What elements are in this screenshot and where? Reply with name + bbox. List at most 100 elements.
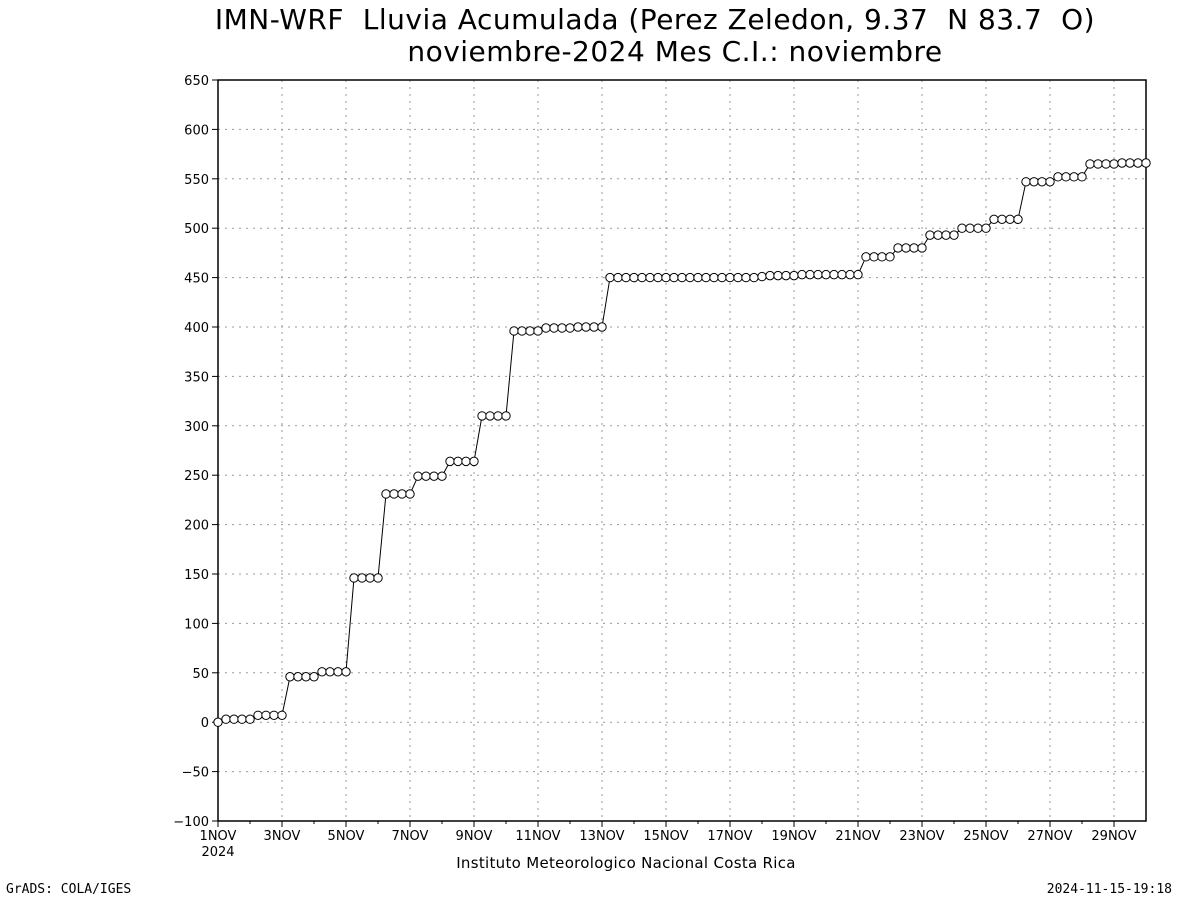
data-point (269, 710, 279, 720)
data-point (853, 269, 863, 280)
data-point (581, 322, 591, 332)
y-tick-label: 350 (184, 370, 209, 385)
data-point (405, 489, 415, 499)
data-point (605, 272, 615, 283)
x-tick-label: 25NOV (963, 829, 1008, 844)
data-point (261, 710, 271, 720)
x-tick-label: 23NOV (899, 829, 944, 844)
x-tick-label: 27NOV (1027, 829, 1072, 844)
chart-subtitle: noviembre-2024 Mes C.I.: noviembre (407, 35, 943, 68)
y-tick-label: −100 (173, 815, 209, 830)
data-point (317, 667, 327, 677)
grid-lines (218, 80, 1146, 821)
data-point (293, 672, 303, 682)
data-point (1005, 214, 1015, 225)
data-point (341, 667, 351, 677)
data-point (981, 223, 991, 233)
data-point (909, 243, 919, 253)
data-point (725, 272, 735, 283)
data-point (285, 672, 295, 682)
x-tick-label: 17NOV (707, 829, 752, 844)
data-point (941, 230, 951, 240)
data-point (501, 411, 511, 421)
x-tick-label: 11NOV (515, 829, 560, 844)
data-point (253, 710, 263, 720)
data-point (781, 270, 791, 281)
data-point (493, 411, 503, 421)
data-point (589, 322, 599, 332)
y-tick-label: 300 (184, 420, 209, 435)
data-point (901, 243, 911, 253)
data-point (717, 272, 727, 283)
footer-left-credit: GrADS: COLA/IGES (6, 882, 132, 897)
data-point (997, 214, 1007, 225)
x-tick-label: 19NOV (771, 829, 816, 844)
data-point (669, 272, 679, 283)
x-tick-label: 3NOV (264, 829, 301, 844)
data-point (1013, 214, 1023, 225)
data-point (885, 252, 895, 262)
data-point (917, 243, 927, 253)
data-point (701, 272, 711, 283)
data-point (1141, 158, 1151, 168)
data-point (309, 672, 319, 682)
y-tick-label: 100 (184, 617, 209, 632)
series-accumulated-rain (213, 158, 1151, 727)
data-point (1053, 172, 1063, 182)
data-point (357, 573, 367, 583)
data-point (685, 272, 695, 283)
data-point (653, 272, 663, 283)
y-tick-label: 600 (184, 123, 209, 138)
data-point (613, 272, 623, 283)
data-point (709, 272, 719, 283)
y-axis: −100 −50 0 50 100 150 200 250 300 350 400 450 500 550… (173, 74, 218, 830)
data-point (469, 456, 479, 467)
data-point (549, 323, 559, 333)
data-point (765, 270, 775, 281)
data-point (1085, 159, 1095, 169)
data-point (1133, 158, 1143, 168)
y-tick-label: 650 (184, 74, 209, 89)
data-point (629, 272, 639, 283)
institute-label: Instituto Meteorologico Nacional Costa R… (456, 854, 796, 872)
data-point (773, 270, 783, 281)
data-point (509, 326, 519, 336)
y-tick-label: 550 (184, 173, 209, 188)
y-tick-label: 50 (192, 667, 209, 682)
data-point (213, 717, 223, 727)
data-point (1077, 172, 1087, 182)
data-point (1125, 158, 1135, 168)
x-tick-label: 29NOV (1091, 829, 1136, 844)
data-point (821, 269, 831, 280)
x-tick-label: 7NOV (392, 829, 429, 844)
data-point (949, 230, 959, 240)
data-point (1101, 159, 1111, 169)
data-point (517, 326, 527, 336)
x-tick-label: 13NOV (579, 829, 624, 844)
y-tick-label: 150 (184, 568, 209, 583)
data-point (333, 667, 343, 677)
data-point (365, 573, 375, 583)
x-tick-label: 9NOV (456, 829, 493, 844)
data-point (373, 573, 383, 583)
data-point (741, 272, 751, 283)
data-point (789, 270, 799, 281)
data-point (1045, 177, 1055, 187)
data-point (461, 456, 471, 467)
data-point (533, 326, 543, 336)
y-tick-label: 0 (201, 716, 209, 731)
data-point (869, 252, 879, 262)
data-point (933, 230, 943, 240)
y-tick-label: −50 (182, 766, 209, 781)
data-point (1061, 172, 1071, 182)
x-tick-label: 15NOV (643, 829, 688, 844)
data-point (277, 710, 287, 720)
data-point (1037, 177, 1047, 187)
plot-frame (217, 79, 1147, 822)
data-point (989, 214, 999, 225)
data-point (973, 223, 983, 233)
data-point (429, 471, 439, 481)
data-point (485, 411, 495, 421)
data-point (965, 223, 975, 233)
